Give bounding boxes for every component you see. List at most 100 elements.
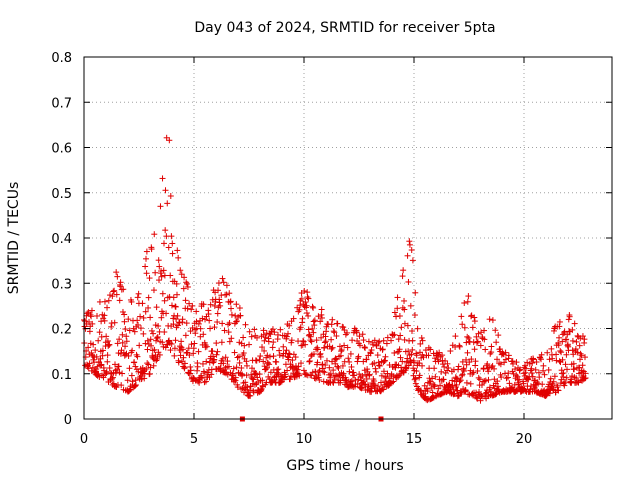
data-point xyxy=(106,364,113,371)
data-point xyxy=(438,368,445,375)
data-point xyxy=(219,320,226,327)
data-point xyxy=(314,359,321,366)
data-point xyxy=(309,303,316,310)
data-point xyxy=(142,263,149,270)
data-point xyxy=(93,312,100,319)
data-point xyxy=(311,317,318,324)
data-point xyxy=(104,304,111,311)
data-point xyxy=(302,341,309,348)
data-point xyxy=(190,350,197,357)
data-point xyxy=(537,354,544,361)
data-point xyxy=(346,358,353,365)
data-point xyxy=(356,333,363,340)
data-point xyxy=(330,379,337,386)
data-point xyxy=(139,300,146,307)
data-point xyxy=(371,337,378,344)
data-point xyxy=(243,362,250,369)
data-point xyxy=(310,350,317,357)
data-point xyxy=(463,361,470,368)
data-point xyxy=(161,297,168,304)
y-tick-label: 0.3 xyxy=(51,277,72,292)
data-point xyxy=(539,381,546,388)
data-point xyxy=(359,372,366,379)
data-point xyxy=(368,385,375,392)
y-tick-label: 0.2 xyxy=(51,323,72,338)
data-point xyxy=(108,323,115,330)
data-point xyxy=(142,308,149,315)
data-point xyxy=(109,375,116,382)
data-point xyxy=(396,346,403,353)
data-point xyxy=(135,290,142,297)
data-point xyxy=(276,347,283,354)
data-point xyxy=(531,384,538,391)
data-point xyxy=(161,240,168,247)
data-point xyxy=(333,332,340,339)
data-point xyxy=(121,318,128,325)
data-point xyxy=(112,370,119,377)
data-point xyxy=(158,273,165,280)
data-point xyxy=(372,382,379,389)
data-point xyxy=(409,328,416,335)
data-point xyxy=(370,378,377,385)
data-point xyxy=(555,342,562,349)
data-point xyxy=(134,294,141,301)
data-point xyxy=(380,368,387,375)
data-point xyxy=(569,337,576,344)
data-point xyxy=(506,380,513,387)
data-point xyxy=(282,371,289,378)
data-point xyxy=(246,387,253,394)
data-point xyxy=(103,368,110,375)
data-point xyxy=(469,324,476,331)
data-point xyxy=(326,364,333,371)
data-point xyxy=(556,358,563,365)
data-point xyxy=(522,362,529,369)
data-point xyxy=(551,373,558,380)
data-point xyxy=(383,340,390,347)
data-point xyxy=(180,354,187,361)
data-point xyxy=(87,311,94,318)
data-point xyxy=(168,340,175,347)
data-point xyxy=(570,351,577,358)
data-point xyxy=(520,370,527,377)
data-point xyxy=(323,357,330,364)
data-point xyxy=(207,325,214,332)
data-point xyxy=(226,290,233,297)
data-point xyxy=(535,380,542,387)
data-point xyxy=(372,368,379,375)
data-point xyxy=(134,317,141,324)
data-point xyxy=(347,350,354,357)
data-point xyxy=(473,333,480,340)
data-point xyxy=(208,366,215,373)
data-point xyxy=(399,273,406,280)
data-point xyxy=(269,344,276,351)
data-point xyxy=(414,325,421,332)
data-point xyxy=(456,343,463,350)
data-point xyxy=(359,331,366,338)
data-point xyxy=(215,280,222,287)
data-point xyxy=(228,305,235,312)
data-point xyxy=(321,339,328,346)
data-point xyxy=(174,312,181,319)
data-point xyxy=(379,385,386,392)
data-point xyxy=(491,365,498,372)
data-point xyxy=(391,331,398,338)
data-point xyxy=(242,321,249,328)
data-point xyxy=(223,282,230,289)
data-point xyxy=(357,342,364,349)
data-point xyxy=(244,384,251,391)
data-point xyxy=(553,351,560,358)
data-point xyxy=(123,333,130,340)
data-point xyxy=(256,356,263,363)
data-point xyxy=(186,300,193,307)
data-point xyxy=(476,376,483,383)
data-point xyxy=(482,377,489,384)
data-point xyxy=(236,305,243,312)
data-point xyxy=(349,382,356,389)
y-tick-label: 0.4 xyxy=(51,232,72,247)
data-point xyxy=(444,360,451,367)
data-point xyxy=(90,341,97,348)
data-point xyxy=(560,370,567,377)
data-point xyxy=(277,379,284,386)
data-point xyxy=(351,372,358,379)
data-point xyxy=(579,333,586,340)
